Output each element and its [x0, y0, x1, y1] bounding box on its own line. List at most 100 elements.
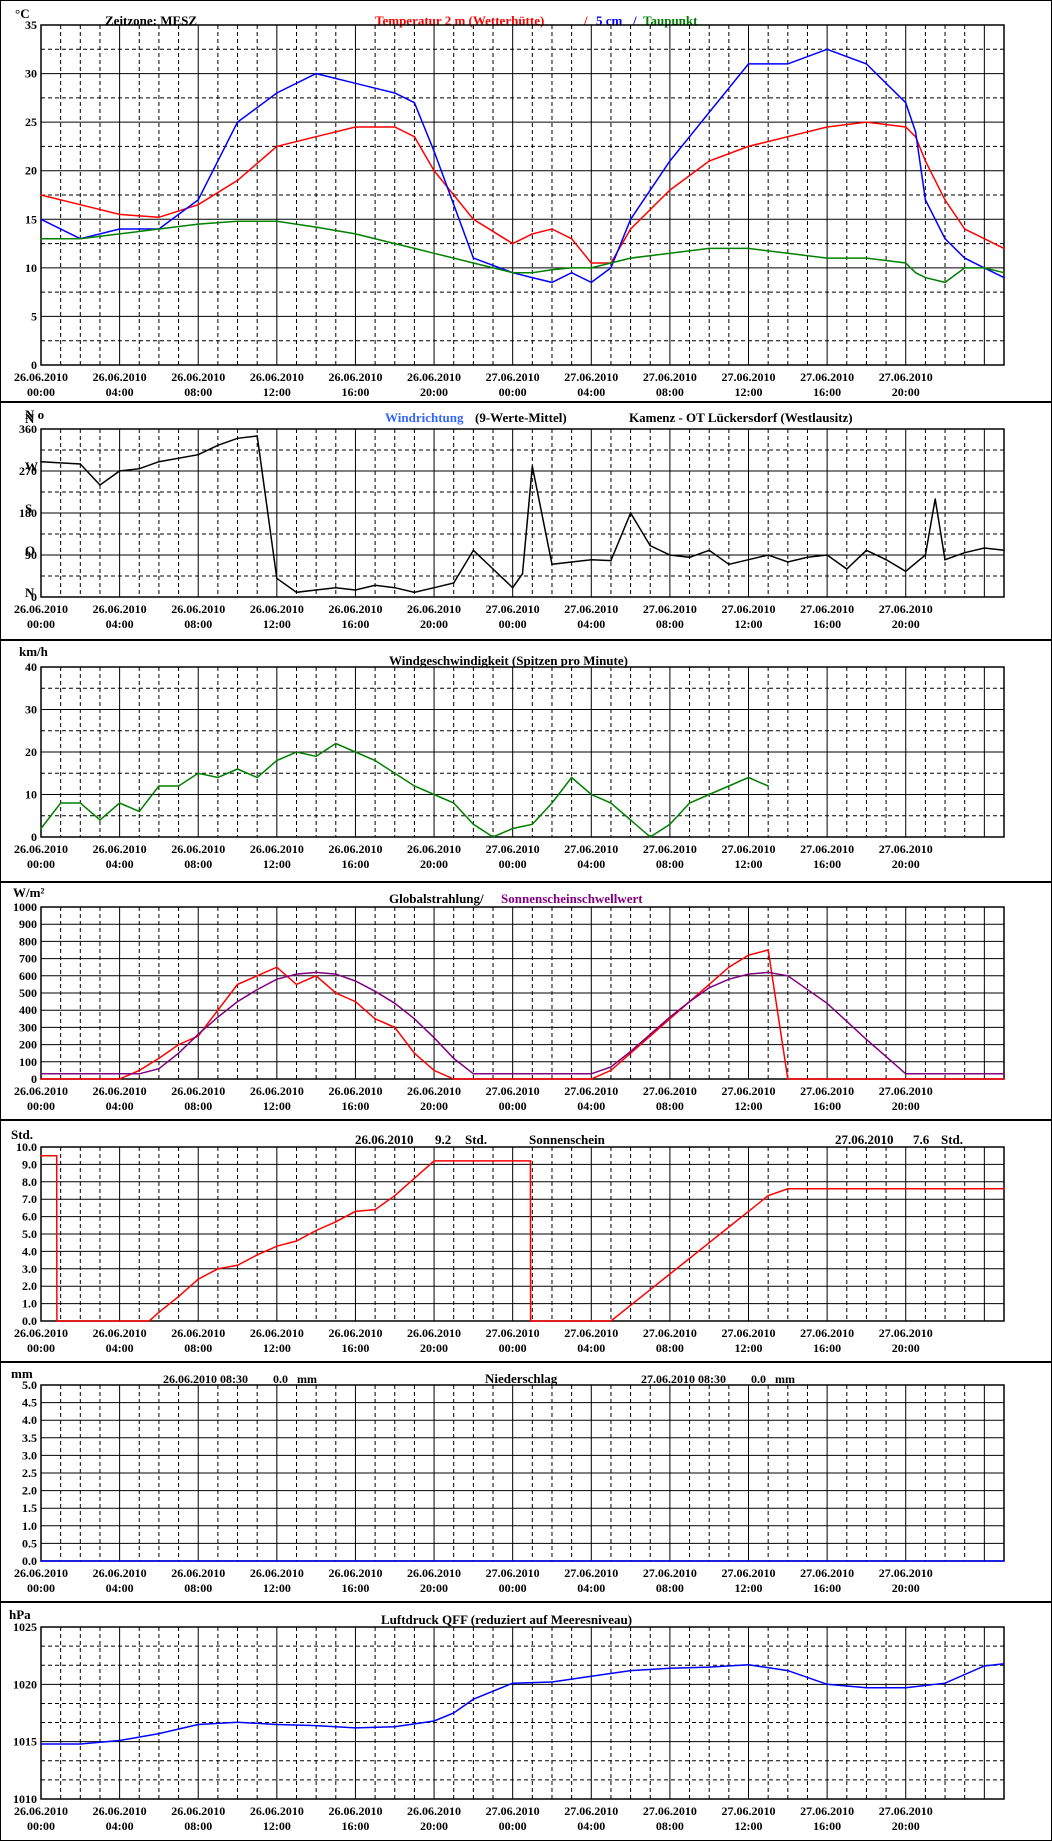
pressure-point [983, 1665, 986, 1667]
radiation-point [669, 1016, 671, 1018]
sunshine-point [610, 1320, 612, 1322]
title-globalstrahlung: Globalstrahlung/ [389, 891, 484, 906]
wind_speed-y-tick-label: 40 [25, 660, 37, 674]
pressure-point [118, 1739, 121, 1742]
temperature-point [236, 121, 239, 123]
pressure-x-tick-time: 08:00 [656, 1819, 684, 1833]
pressure-point [315, 1724, 317, 1727]
radiation-point [551, 1073, 553, 1075]
precipitation-y-tick-label: 1.5 [22, 1501, 37, 1515]
temperature-point [904, 262, 907, 264]
sunshine-series-red [41, 1154, 1004, 1322]
sunshine-x-tick-time: 00:00 [27, 1341, 55, 1355]
radiation-point [197, 1033, 200, 1036]
wind_speed-x-tick-time: 00:00 [499, 857, 527, 871]
wind_speed-x-tick-date: 26.06.2010 [93, 842, 147, 856]
wind_speed-point [256, 776, 258, 779]
pressure-x-tick-date: 26.06.2010 [171, 1804, 225, 1818]
wind_speed-x-tick-date: 27.06.2010 [879, 842, 933, 856]
wind_speed-x-tick-date: 27.06.2010 [643, 842, 697, 856]
wind_speed-point [708, 793, 711, 796]
wind_direction-x-tick-time: 20:00 [892, 617, 920, 631]
wind_direction-x-tick-date: 26.06.2010 [250, 602, 304, 616]
pressure-x-tick-date: 27.06.2010 [879, 1804, 933, 1818]
wind_speed-x-tick-date: 26.06.2010 [14, 842, 68, 856]
radiation-point [590, 1078, 593, 1080]
radiation-point [256, 975, 258, 977]
pressure-x-tick-time: 08:00 [184, 1819, 212, 1833]
precip-day1-stamp: 26.06.2010 08:30 [163, 1372, 248, 1386]
wind_direction-x-tick-date: 27.06.2010 [879, 602, 933, 616]
wind_direction-y-tick-label: 90 [25, 548, 37, 562]
temperature-point [551, 281, 553, 284]
radiation-y-tick-label: 600 [19, 969, 37, 983]
precipitation-x-tick-date: 26.06.2010 [14, 1566, 68, 1580]
wind_direction-point [944, 558, 946, 561]
wind_direction-point [767, 554, 769, 556]
precipitation-x-tick-date: 26.06.2010 [407, 1566, 461, 1580]
temperature-point [747, 63, 750, 65]
radiation-x-tick-time: 08:00 [656, 1099, 684, 1113]
radiation-point [276, 966, 278, 968]
wind_direction-x-tick-date: 26.06.2010 [328, 602, 382, 616]
wind_speed-x-tick-date: 26.06.2010 [171, 842, 225, 856]
radiation-point [217, 1016, 219, 1018]
title-werte-mittel: (9-Werte-Mittel) [475, 410, 567, 425]
temperature-point [669, 189, 671, 191]
wind_direction-point [688, 556, 691, 559]
sunshine-x-tick-time: 04:00 [577, 1341, 605, 1355]
wind_speed-point [99, 819, 101, 821]
temperature-point [914, 271, 917, 274]
radiation-point [629, 1052, 632, 1054]
pressure-point [393, 1725, 396, 1728]
wind_speed-point [669, 823, 671, 826]
sunshine-x-tick-time: 08:00 [656, 1341, 684, 1355]
radiation-point [374, 1018, 376, 1020]
wind_direction-point [934, 498, 937, 500]
wind_direction-x-tick-time: 00:00 [499, 617, 527, 631]
wind_direction-point [197, 453, 200, 456]
radiation-series-purple [41, 971, 1004, 1075]
temperature-point [1003, 247, 1005, 250]
temperature-point [629, 228, 632, 230]
sunshine-point [295, 1240, 298, 1242]
radiation-x-tick-date: 27.06.2010 [486, 1084, 540, 1098]
wind_speed-point [511, 827, 514, 830]
temperature-point [118, 228, 121, 230]
precipitation-x-tick-time: 00:00 [27, 1581, 55, 1595]
wind_direction-point [865, 549, 868, 552]
sunshine-point [374, 1208, 376, 1211]
temperature-point [354, 126, 357, 128]
radiation-x-tick-time: 20:00 [892, 1099, 920, 1113]
wind_speed-point [374, 759, 376, 762]
radiation-point [944, 1078, 946, 1080]
radiation-point [295, 983, 298, 986]
sunshine-point [767, 1194, 769, 1197]
precipitation-y-tick-label: 4.5 [22, 1396, 37, 1410]
sunshine-y-tick-label: 7.0 [22, 1192, 37, 1206]
sunshine-y-tick-label: 1.0 [22, 1297, 37, 1311]
title-niederschlag: Niederschlag [485, 1371, 558, 1386]
wind_direction-point [521, 572, 524, 575]
wind_direction-point [99, 484, 101, 486]
radiation-point [472, 1078, 475, 1080]
radiation-x-tick-time: 16:00 [813, 1099, 841, 1113]
wind_speed-x-tick-time: 04:00 [106, 857, 134, 871]
radiation-point [236, 1000, 239, 1003]
temperature-point [433, 252, 435, 255]
sunshine-x-tick-time: 08:00 [184, 1341, 212, 1355]
sunshine-y-tick-label: 9.0 [22, 1157, 37, 1171]
sunshine-x-tick-date: 27.06.2010 [643, 1326, 697, 1340]
temperature-point [413, 247, 416, 250]
precipitation-x-tick-date: 27.06.2010 [722, 1566, 776, 1580]
temperature-point [904, 101, 907, 104]
radiation-point [40, 1078, 42, 1080]
temperature-point [276, 220, 278, 223]
radiation-series-red [41, 949, 1004, 1080]
wind_speed-point [551, 802, 553, 804]
precipitation-x-tick-time: 12:00 [263, 1581, 291, 1595]
temperature-x-tick-date: 27.06.2010 [722, 370, 776, 384]
wind_speed-x-tick-date: 27.06.2010 [486, 842, 540, 856]
sunshine-day2-date: 27.06.2010 [835, 1132, 894, 1147]
wind_direction-y-tick-label: 0 [31, 590, 37, 604]
